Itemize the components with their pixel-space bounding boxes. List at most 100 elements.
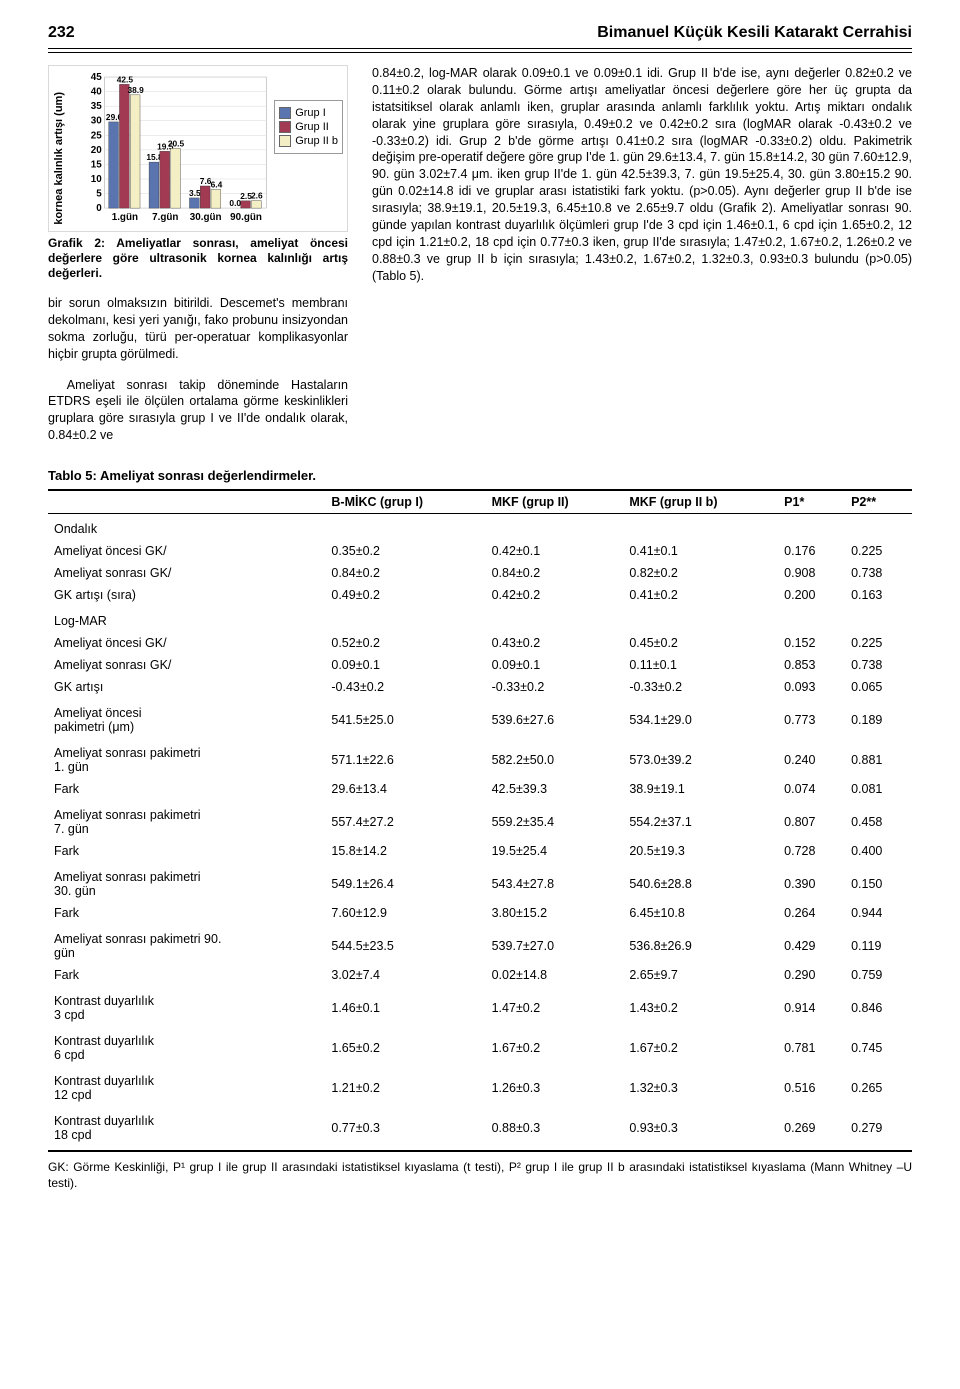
table-row: Ameliyat öncesi GK/0.52±0.20.43±0.20.45±… <box>48 632 912 654</box>
table-cell: 0.773 <box>778 698 845 738</box>
table-cell: 2.65±9.7 <box>623 964 778 986</box>
table-cell: 0.269 <box>778 1106 845 1151</box>
table-cell: 0.77±0.3 <box>325 1106 485 1151</box>
table-cell: Kontrast duyarlılık3 cpd <box>48 986 325 1026</box>
legend-item: Grup II <box>279 121 338 133</box>
svg-text:1.gün: 1.gün <box>112 212 138 223</box>
table-cell: 0.42±0.2 <box>486 584 624 606</box>
table-cell: 539.7±27.0 <box>486 924 624 964</box>
table-cell: 0.35±0.2 <box>325 540 485 562</box>
table-cell: 0.84±0.2 <box>486 562 624 584</box>
table-cell: 6.45±10.8 <box>623 902 778 924</box>
table-cell: 0.176 <box>778 540 845 562</box>
page: 232 Bimanuel Küçük Kesili Katarakt Cerra… <box>0 0 960 1239</box>
table-cell: Ameliyat sonrası pakimetri7. gün <box>48 800 325 840</box>
table-cell: 557.4±27.2 <box>325 800 485 840</box>
table-cell: 0.163 <box>845 584 912 606</box>
table-cell: 0.846 <box>845 986 912 1026</box>
table-cell: 0.84±0.2 <box>325 562 485 584</box>
table-cell: 0.119 <box>845 924 912 964</box>
table-cell: 0.944 <box>845 902 912 924</box>
table-cell: 0.516 <box>778 1066 845 1106</box>
table-title: Tablo 5: Ameliyat sonrası değerlendirmel… <box>48 468 912 483</box>
left-column: kornea kalınlık artışı (um) 051015202530… <box>48 65 348 444</box>
table-cell: 0.152 <box>778 632 845 654</box>
table-cell: Ameliyat sonrası pakimetri1. gün <box>48 738 325 778</box>
table-cell: 0.759 <box>845 964 912 986</box>
table-cell: 7.60±12.9 <box>325 902 485 924</box>
svg-text:2.6: 2.6 <box>251 191 263 201</box>
table-cell: 0.52±0.2 <box>325 632 485 654</box>
table-cell: 0.189 <box>845 698 912 738</box>
table-cell: Fark <box>48 778 325 800</box>
table-cell: 0.11±0.1 <box>623 654 778 676</box>
table-cell: 0.807 <box>778 800 845 840</box>
chart-caption: Grafik 2: Ameliyatlar sonrası, ameliyat … <box>48 236 348 281</box>
table-cell: 536.8±26.9 <box>623 924 778 964</box>
column-header: P1* <box>778 490 845 514</box>
table-cell: 573.0±39.2 <box>623 738 778 778</box>
column-header: MKF (grup II b) <box>623 490 778 514</box>
table-cell: 19.5±25.4 <box>486 840 624 862</box>
table-cell: 1.32±0.3 <box>623 1066 778 1106</box>
table-cell: 0.908 <box>778 562 845 584</box>
table-row: Fark7.60±12.93.80±15.26.45±10.80.2640.94… <box>48 902 912 924</box>
table-cell: 0.853 <box>778 654 845 676</box>
table-row: GK artışı-0.43±0.2-0.33±0.2-0.33±0.20.09… <box>48 676 912 698</box>
table-row: Kontrast duyarlılık6 cpd1.65±0.21.67±0.2… <box>48 1026 912 1066</box>
svg-text:38.9: 38.9 <box>127 85 144 95</box>
table-row: Fark3.02±7.40.02±14.82.65±9.70.2900.759 <box>48 964 912 986</box>
page-number: 232 <box>48 24 75 42</box>
table-row: GK artışı (sıra)0.49±0.20.42±0.20.41±0.2… <box>48 584 912 606</box>
table-cell: 0.745 <box>845 1026 912 1066</box>
table-cell: 0.279 <box>845 1106 912 1151</box>
table-cell: 0.781 <box>778 1026 845 1066</box>
table-cell <box>845 606 912 632</box>
table-row: Ameliyat sonrası pakimetri30. gün549.1±2… <box>48 862 912 902</box>
table-body: OndalıkAmeliyat öncesi GK/0.35±0.20.42±0… <box>48 514 912 1152</box>
chart-legend: Grup IGrup IIGrup II b <box>274 100 343 154</box>
table-cell: 1.43±0.2 <box>623 986 778 1026</box>
results-table: B-MİKC (grup I)MKF (grup II)MKF (grup II… <box>48 489 912 1152</box>
legend-swatch <box>279 121 291 133</box>
table-cell: 1.65±0.2 <box>325 1026 485 1066</box>
table-cell: -0.33±0.2 <box>623 676 778 698</box>
table-cell: 0.43±0.2 <box>486 632 624 654</box>
column-header: B-MİKC (grup I) <box>325 490 485 514</box>
table-cell: 3.02±7.4 <box>325 964 485 986</box>
table-cell: 1.21±0.2 <box>325 1066 485 1106</box>
table-cell <box>325 606 485 632</box>
svg-text:40: 40 <box>91 87 102 98</box>
svg-text:30.gün: 30.gün <box>190 212 222 223</box>
table-cell: Ameliyat öncesipakimetri (μm) <box>48 698 325 738</box>
table-row: Ameliyat sonrası pakimetri7. gün557.4±27… <box>48 800 912 840</box>
table-cell: 3.80±15.2 <box>486 902 624 924</box>
left-paragraph-2: Ameliyat sonrası takip döneminde Hastala… <box>48 377 348 445</box>
table-cell: 0.41±0.2 <box>623 584 778 606</box>
table-cell: 0.09±0.1 <box>486 654 624 676</box>
table-cell: 0.225 <box>845 632 912 654</box>
table-cell <box>778 606 845 632</box>
chart-ylabel: kornea kalınlık artışı (um) <box>53 92 75 225</box>
legend-swatch <box>279 107 291 119</box>
table-cell: 29.6±13.4 <box>325 778 485 800</box>
svg-text:42.5: 42.5 <box>117 74 134 84</box>
right-paragraph: 0.84±0.2, log-MAR olarak 0.09±0.1 ve 0.0… <box>372 65 912 284</box>
svg-text:3.5: 3.5 <box>189 188 201 198</box>
running-title: Bimanuel Küçük Kesili Katarakt Cerrahisi <box>597 24 912 42</box>
table-row: Ondalık <box>48 514 912 541</box>
table-row: Kontrast duyarlılık18 cpd0.77±0.30.88±0.… <box>48 1106 912 1151</box>
table-cell: 0.081 <box>845 778 912 800</box>
legend-item: Grup I <box>279 107 338 119</box>
table-cell: 0.45±0.2 <box>623 632 778 654</box>
svg-text:20.5: 20.5 <box>168 138 185 148</box>
table-cell: 0.400 <box>845 840 912 862</box>
table-cell: 0.738 <box>845 562 912 584</box>
table-cell: 534.1±29.0 <box>623 698 778 738</box>
table-cell: 0.150 <box>845 862 912 902</box>
table-row: Log-MAR <box>48 606 912 632</box>
svg-text:30: 30 <box>91 116 102 127</box>
table-cell: 0.02±14.8 <box>486 964 624 986</box>
table-cell: 0.065 <box>845 676 912 698</box>
table-cell: 1.46±0.1 <box>325 986 485 1026</box>
